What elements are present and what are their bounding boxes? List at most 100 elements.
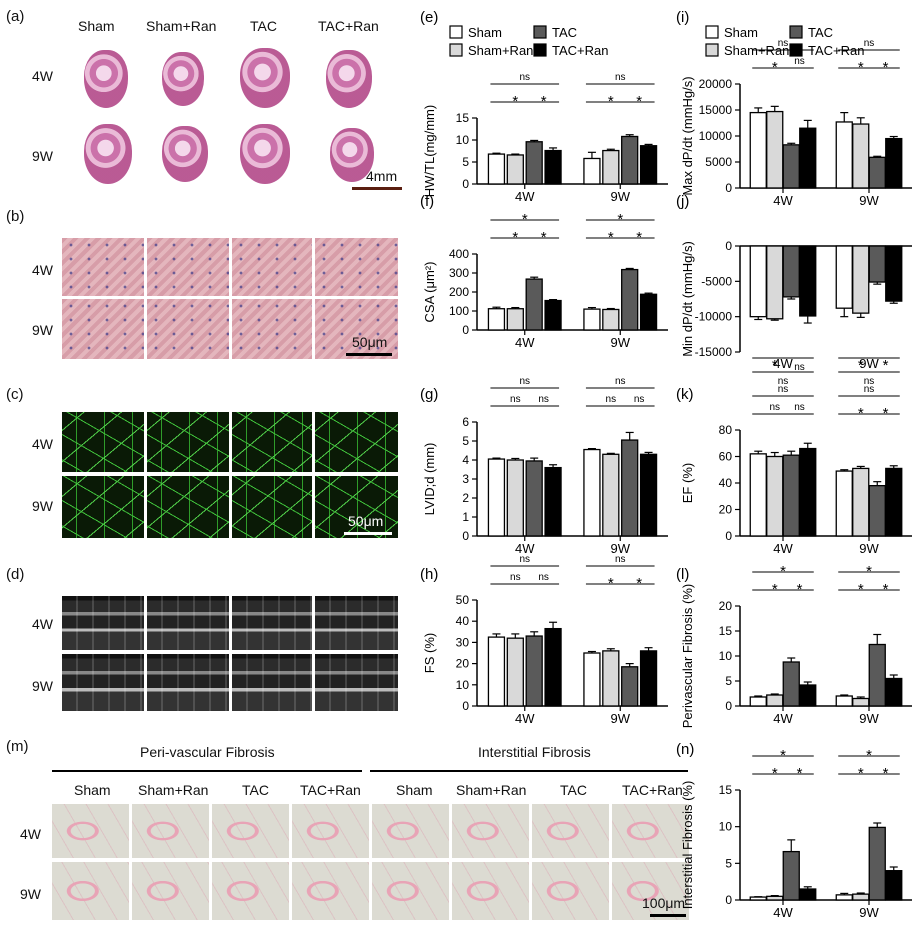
y-tick-label: 0: [462, 177, 469, 191]
bar-tac-ran: [885, 137, 903, 189]
bar-sham: [487, 636, 506, 707]
panel-label-d: (d): [6, 566, 25, 583]
bar-sham: [835, 894, 853, 901]
significance-label: *: [636, 229, 642, 246]
bar-tac: [782, 850, 800, 901]
he-stain-image: [315, 238, 398, 296]
bar-sham-ran: [602, 650, 620, 707]
header-rule: [370, 770, 688, 772]
significance-label: *: [522, 211, 528, 228]
picrosirius-image: [212, 862, 289, 920]
y-tick-label: 0: [725, 699, 732, 713]
significance-label: ns: [519, 72, 530, 83]
y-axis-label: HW/TL(mg/mm): [422, 105, 437, 197]
bar-sham-ran: [766, 245, 784, 320]
x-tick-label-9W: 9W: [611, 541, 631, 556]
scale-label-m: 100μm: [642, 895, 686, 911]
scale-label-a: 4mm: [366, 168, 398, 184]
significance-label: ns: [615, 554, 626, 565]
echocardiography-image: [232, 596, 312, 650]
x-tick-label-9W: 9W: [611, 335, 631, 350]
bar-sham-ran: [766, 895, 784, 901]
significance-label: *: [858, 581, 864, 598]
picrosirius-image: [292, 804, 369, 858]
y-tick-label: 5: [725, 856, 732, 870]
y-tick-label: 15: [719, 783, 733, 797]
significance-label: ns: [519, 376, 530, 387]
legend-swatch: [789, 25, 803, 39]
y-axis-label: Interstitial Fibrosis (%): [680, 781, 695, 910]
panel-label-h: (h): [420, 566, 438, 583]
echocardiography-image: [315, 596, 398, 650]
panel-label-n: (n): [676, 741, 694, 758]
legend-label: Sham+Ran: [724, 43, 789, 58]
col-header-sham-ran: Sham+Ran: [138, 782, 209, 798]
bar-sham: [835, 695, 853, 707]
legend-swatch: [705, 25, 719, 39]
he-stain-image: [147, 299, 229, 359]
significance-label: *: [883, 581, 889, 598]
bar-tac: [868, 484, 886, 537]
picrosirius-image: [452, 862, 529, 920]
legend-swatch: [705, 43, 719, 57]
y-tick-label: 20: [719, 599, 733, 613]
row-label-4w: 4W: [32, 616, 53, 632]
bar-tac: [525, 278, 543, 331]
heart-section-image: [240, 124, 290, 184]
x-tick-label-9W: 9W: [859, 356, 879, 371]
significance-label: ns: [864, 384, 875, 395]
y-tick-label: 300: [449, 266, 469, 280]
bar-tac: [782, 245, 800, 298]
he-stain-image: [315, 299, 398, 359]
y-tick-label: 10: [456, 678, 470, 692]
panel-label-e: (e): [420, 9, 438, 26]
significance-label: *: [772, 581, 778, 598]
echocardiography-image: [62, 654, 144, 711]
y-tick-label: 15: [456, 111, 470, 125]
y-tick-label: 5: [462, 434, 469, 448]
bar-sham: [583, 157, 601, 185]
y-tick-label: -5000: [701, 274, 732, 288]
significance-label: *: [858, 59, 864, 76]
y-tick-label: 10: [456, 133, 470, 147]
y-axis-label: Perivascular Fibrosis (%): [680, 584, 695, 728]
bar-sham: [835, 470, 853, 537]
picrosirius-image: [612, 804, 689, 858]
wga-stain-image: [315, 412, 398, 472]
col-header-tac-ran: TAC+Ran: [622, 782, 683, 798]
heart-section-image: [162, 126, 208, 182]
bar-tac: [621, 268, 639, 331]
heart-section-image: [240, 48, 290, 108]
significance-label: ns: [794, 56, 805, 67]
bar-sham: [583, 652, 601, 707]
y-tick-label: 400: [449, 247, 469, 261]
bar-sham: [487, 458, 506, 537]
y-tick-label: 40: [719, 476, 733, 490]
bar-tac: [868, 826, 886, 901]
y-tick-label: 20000: [699, 77, 733, 91]
picrosirius-image: [452, 804, 529, 858]
significance-label: *: [797, 765, 803, 782]
bar-sham: [749, 896, 767, 901]
significance-label: *: [636, 575, 642, 592]
bar-tac: [525, 635, 543, 707]
scale-label-c: 50μm: [348, 513, 384, 529]
he-stain-image: [232, 238, 312, 296]
bar-sham: [835, 121, 853, 189]
bar-tac: [525, 141, 543, 185]
y-tick-label: 30: [456, 635, 470, 649]
col-header-sham: Sham: [74, 782, 111, 798]
y-axis-label: EF (%): [680, 463, 695, 503]
bar-tac: [868, 643, 886, 707]
x-tick-label-4W: 4W: [773, 356, 793, 371]
significance-label: ns: [510, 572, 521, 583]
x-tick-label-4W: 4W: [515, 189, 535, 204]
bar-tac-ran: [799, 127, 817, 189]
significance-label: ns: [615, 376, 626, 387]
panel-label-b: (b): [6, 208, 25, 225]
legend-label: TAC: [808, 25, 833, 40]
significance-label: *: [541, 93, 547, 110]
significance-label: ns: [864, 376, 875, 387]
significance-label: ns: [538, 394, 549, 405]
bar-sham: [487, 153, 506, 185]
